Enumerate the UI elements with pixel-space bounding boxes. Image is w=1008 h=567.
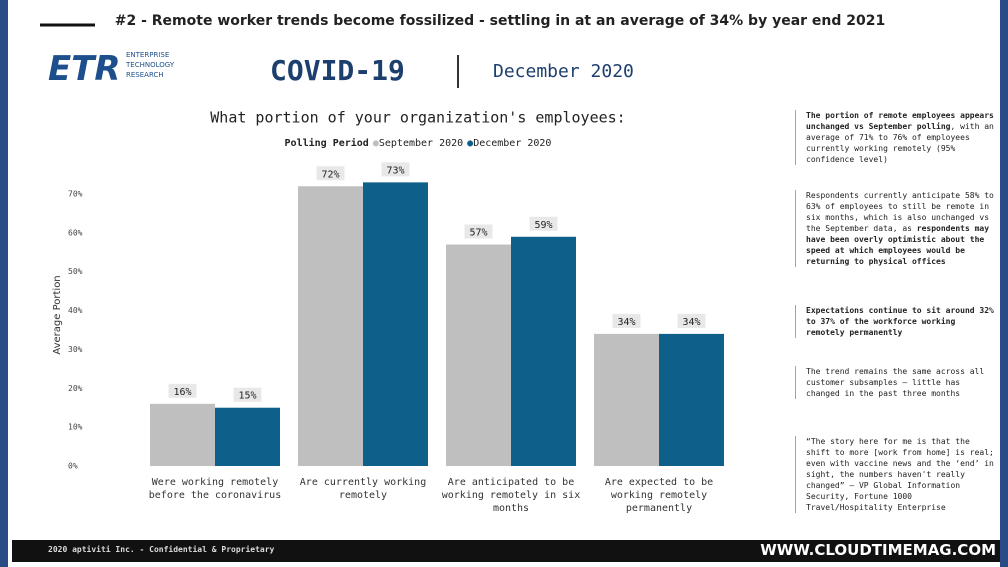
x-tick-label: Are expected to be working remotely perm… — [604, 477, 714, 514]
y-tick-label: 60% — [68, 228, 83, 237]
y-tick-label: 0% — [68, 462, 78, 471]
y-axis-label: Average Portion — [52, 275, 63, 354]
date: December 2020 — [493, 61, 634, 82]
legend-label: September 2020 — [379, 138, 463, 149]
bar — [594, 333, 659, 466]
value-label-bg — [168, 383, 197, 398]
bar — [659, 333, 724, 466]
note-text: Respondents currently anticipate 58% to … — [806, 191, 994, 233]
y-tick-label: 70% — [68, 190, 83, 199]
logo-text: ENTERPRISE — [126, 51, 169, 59]
value-label: 34% — [682, 317, 700, 328]
watermark: WWW.CLOUDTIMEMAG.COM — [760, 541, 996, 559]
legend-label: December 2020 — [473, 138, 551, 149]
note-text: , with an average of 71% to 76% of emplo… — [806, 122, 994, 164]
value-label: 15% — [238, 391, 256, 402]
y-tick-label: 40% — [68, 306, 83, 315]
note-text: Expectations continue to sit around 32% … — [806, 306, 994, 337]
note: Expectations continue to sit around 32% … — [795, 305, 996, 338]
value-label: 72% — [321, 169, 339, 180]
legend: Polling Period ●September 2020 ●December 2… — [285, 137, 552, 149]
note-text: The portion of remote employees appears … — [806, 111, 994, 131]
value-label: 16% — [173, 387, 191, 398]
chart-title: What portion of your organization's empl… — [210, 109, 625, 127]
value-label: 57% — [469, 228, 487, 239]
logo-text: RESEARCH — [126, 71, 164, 79]
note: “The story here for me is that the shift… — [795, 436, 996, 513]
note: The portion of remote employees appears … — [795, 110, 996, 165]
y-tick-label: 30% — [68, 345, 83, 354]
value-label: 59% — [534, 220, 552, 231]
x-tick-label: Are anticipated to be working remotely i… — [441, 477, 581, 514]
note-text: “The story here for me is that the shift… — [806, 437, 994, 512]
topic: COVID-19 — [270, 54, 405, 87]
value-label-bg — [464, 224, 493, 239]
value-label-bg — [612, 313, 641, 328]
legend-marker: ● — [373, 138, 379, 149]
bar — [215, 407, 280, 466]
x-tick-label: Are currently working remotely — [299, 477, 427, 501]
legend-title: Polling Period — [285, 137, 369, 149]
value-label-bg — [677, 313, 706, 328]
note-text: The trend remains the same across all cu… — [806, 367, 985, 398]
logo: ETR — [48, 49, 121, 89]
slide-title: #2 - Remote worker trends become fossili… — [115, 13, 886, 29]
y-tick-label: 50% — [68, 267, 83, 276]
footer: 2020 aptiviti Inc. - Confidential & Prop… — [12, 540, 1000, 562]
y-tick-label: 20% — [68, 384, 83, 393]
value-label-bg — [381, 162, 410, 177]
logo-text: TECHNOLOGY — [125, 61, 175, 69]
bar — [511, 236, 576, 466]
bar — [363, 182, 428, 466]
value-label: 73% — [386, 165, 404, 176]
legend-marker: ● — [467, 138, 473, 149]
value-label-bg — [233, 387, 262, 402]
y-tick-label: 10% — [68, 423, 83, 432]
footer-text: 2020 aptiviti Inc. - Confidential & Prop… — [48, 545, 275, 554]
x-tick-label: Were working remotely before the coronav… — [148, 477, 282, 501]
bar — [298, 186, 363, 467]
note: The trend remains the same across all cu… — [795, 366, 996, 399]
note: Respondents currently anticipate 58% to … — [795, 190, 996, 267]
bar — [446, 244, 511, 466]
value-label-bg — [316, 166, 345, 181]
bar — [150, 403, 215, 466]
note-text: respondents may have been overly optimis… — [806, 224, 990, 266]
value-label: 34% — [617, 317, 635, 328]
value-label-bg — [529, 216, 558, 231]
